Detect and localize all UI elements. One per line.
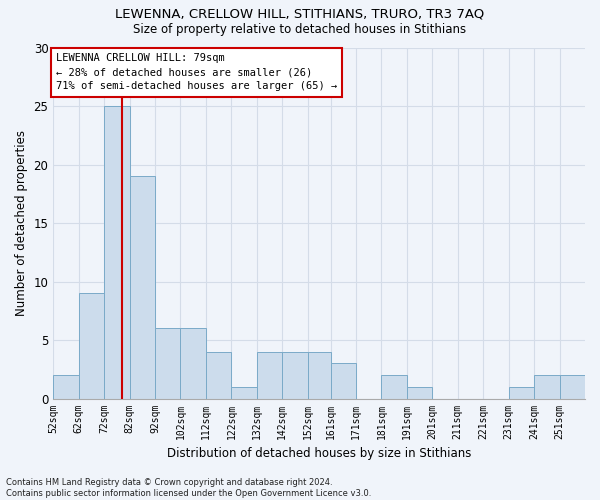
Bar (331, 364, 356, 398)
Bar (104, 106, 130, 399)
Bar (382, 375, 407, 398)
Bar (181, 328, 206, 398)
Text: Size of property relative to detached houses in Stithians: Size of property relative to detached ho… (133, 22, 467, 36)
X-axis label: Distribution of detached houses by size in Stithians: Distribution of detached houses by size … (167, 447, 472, 460)
Text: LEWENNA, CRELLOW HILL, STITHIANS, TRURO, TR3 7AQ: LEWENNA, CRELLOW HILL, STITHIANS, TRURO,… (115, 8, 485, 20)
Bar (308, 352, 331, 399)
Bar (130, 176, 155, 398)
Bar (257, 352, 282, 399)
Bar (560, 375, 585, 398)
Bar (534, 375, 560, 398)
Bar (282, 352, 308, 399)
Bar (232, 387, 257, 398)
Text: LEWENNA CRELLOW HILL: 79sqm
← 28% of detached houses are smaller (26)
71% of sem: LEWENNA CRELLOW HILL: 79sqm ← 28% of det… (56, 54, 337, 92)
Text: Contains HM Land Registry data © Crown copyright and database right 2024.
Contai: Contains HM Land Registry data © Crown c… (6, 478, 371, 498)
Y-axis label: Number of detached properties: Number of detached properties (15, 130, 28, 316)
Bar (407, 387, 433, 398)
Bar (155, 328, 181, 398)
Bar (509, 387, 534, 398)
Bar (53, 375, 79, 398)
Bar (79, 293, 104, 399)
Bar (206, 352, 232, 399)
